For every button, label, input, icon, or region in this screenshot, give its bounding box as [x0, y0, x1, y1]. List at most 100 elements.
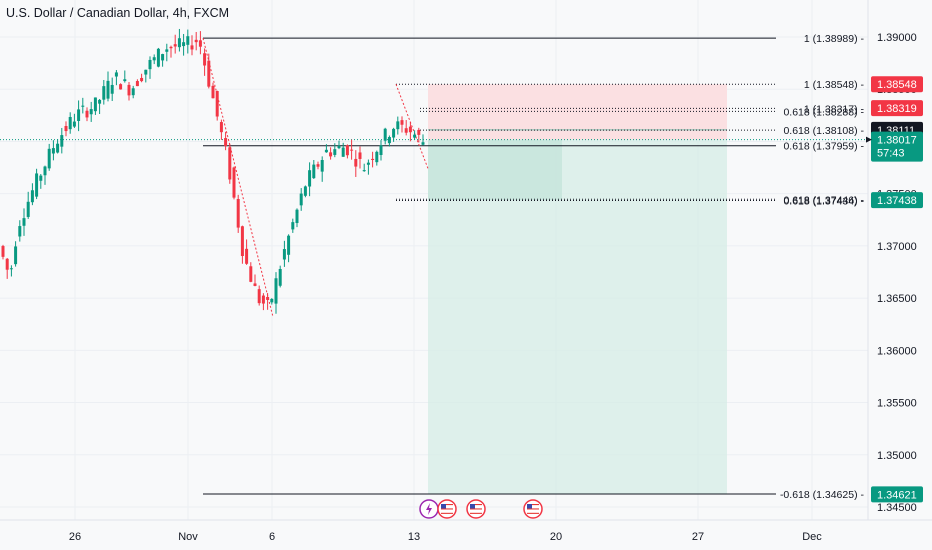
- price-badge[interactable]: [871, 192, 923, 209]
- candle[interactable]: [316, 164, 320, 167]
- candle[interactable]: [211, 85, 215, 99]
- candle[interactable]: [282, 249, 286, 260]
- candle[interactable]: [156, 48, 160, 67]
- candle[interactable]: [362, 170, 366, 172]
- candle[interactable]: [278, 268, 282, 286]
- candle[interactable]: [320, 160, 324, 172]
- candle[interactable]: [72, 121, 76, 127]
- candle[interactable]: [81, 105, 85, 107]
- candle[interactable]: [77, 109, 81, 121]
- candle[interactable]: [93, 97, 97, 112]
- candle[interactable]: [56, 143, 60, 153]
- candle[interactable]: [26, 201, 30, 217]
- candle[interactable]: [177, 38, 181, 48]
- candle[interactable]: [224, 138, 228, 147]
- candle[interactable]: [308, 170, 312, 187]
- price-badge[interactable]: [871, 76, 923, 93]
- candle[interactable]: [375, 151, 379, 163]
- candle[interactable]: [408, 126, 412, 133]
- candle[interactable]: [261, 295, 265, 304]
- candle[interactable]: [413, 134, 417, 138]
- candle[interactable]: [102, 86, 106, 100]
- candle[interactable]: [366, 162, 370, 165]
- event-icons[interactable]: [419, 499, 543, 519]
- candle[interactable]: [400, 120, 404, 125]
- us-flag-icon[interactable]: [437, 499, 457, 519]
- candle[interactable]: [215, 91, 219, 117]
- candle[interactable]: [173, 44, 177, 47]
- candle[interactable]: [358, 152, 362, 159]
- candle[interactable]: [85, 110, 89, 118]
- candle[interactable]: [131, 88, 135, 96]
- candle[interactable]: [98, 99, 102, 104]
- candle[interactable]: [219, 122, 223, 133]
- candle[interactable]: [379, 145, 383, 155]
- candle[interactable]: [329, 152, 333, 157]
- candle[interactable]: [64, 126, 68, 132]
- price-axis[interactable]: 1.390001.385001.380001.375001.370001.365…: [866, 0, 923, 520]
- candle[interactable]: [161, 54, 165, 61]
- candles[interactable]: [1, 28, 425, 314]
- candle[interactable]: [337, 145, 341, 149]
- candle[interactable]: [182, 42, 186, 47]
- stop-loss-zone[interactable]: [428, 84, 727, 140]
- candle[interactable]: [236, 199, 240, 228]
- candle[interactable]: [245, 248, 249, 264]
- candle[interactable]: [60, 135, 64, 147]
- candle[interactable]: [68, 116, 72, 130]
- candle[interactable]: [303, 186, 307, 196]
- candle[interactable]: [421, 142, 425, 145]
- candle[interactable]: [165, 49, 169, 52]
- candle[interactable]: [253, 283, 257, 286]
- candle[interactable]: [371, 158, 375, 160]
- candle[interactable]: [35, 173, 39, 197]
- candle[interactable]: [232, 167, 236, 198]
- candle[interactable]: [383, 128, 387, 141]
- candle[interactable]: [291, 222, 295, 230]
- candle[interactable]: [51, 148, 55, 154]
- time-axis[interactable]: 26 Nov 6 13 20 27 Dec: [0, 519, 932, 543]
- candle[interactable]: [270, 298, 274, 303]
- candle[interactable]: [387, 137, 391, 144]
- candle[interactable]: [123, 79, 127, 82]
- candle[interactable]: [341, 147, 345, 157]
- candle[interactable]: [152, 57, 156, 61]
- candle[interactable]: [110, 84, 114, 94]
- candle[interactable]: [203, 53, 207, 66]
- candle[interactable]: [89, 109, 93, 115]
- candle[interactable]: [274, 278, 278, 304]
- candle[interactable]: [14, 246, 18, 265]
- candle[interactable]: [249, 266, 253, 282]
- candle[interactable]: [5, 258, 9, 270]
- candle[interactable]: [198, 40, 202, 47]
- candle[interactable]: [240, 226, 244, 257]
- position-zones[interactable]: [0, 84, 868, 494]
- candle[interactable]: [1, 246, 5, 257]
- candle[interactable]: [295, 209, 299, 224]
- candle[interactable]: [299, 193, 303, 206]
- candle[interactable]: [287, 235, 291, 255]
- flash-icon[interactable]: [419, 499, 439, 519]
- candle[interactable]: [354, 158, 358, 167]
- candle[interactable]: [266, 296, 270, 300]
- candle[interactable]: [194, 39, 198, 43]
- candle[interactable]: [257, 289, 261, 304]
- candle[interactable]: [345, 145, 349, 156]
- price-badge[interactable]: [871, 100, 923, 117]
- last-price-badge[interactable]: [871, 131, 923, 162]
- candle[interactable]: [404, 128, 408, 133]
- us-flag-icon[interactable]: [523, 499, 543, 519]
- candle[interactable]: [30, 190, 34, 203]
- candle[interactable]: [144, 69, 148, 75]
- candle[interactable]: [106, 80, 110, 99]
- candle[interactable]: [228, 147, 232, 180]
- candle[interactable]: [39, 175, 43, 181]
- candle[interactable]: [47, 148, 51, 169]
- candle[interactable]: [114, 72, 118, 77]
- candle[interactable]: [350, 149, 354, 151]
- candle[interactable]: [135, 81, 139, 87]
- candle[interactable]: [207, 60, 211, 87]
- candle[interactable]: [186, 36, 190, 45]
